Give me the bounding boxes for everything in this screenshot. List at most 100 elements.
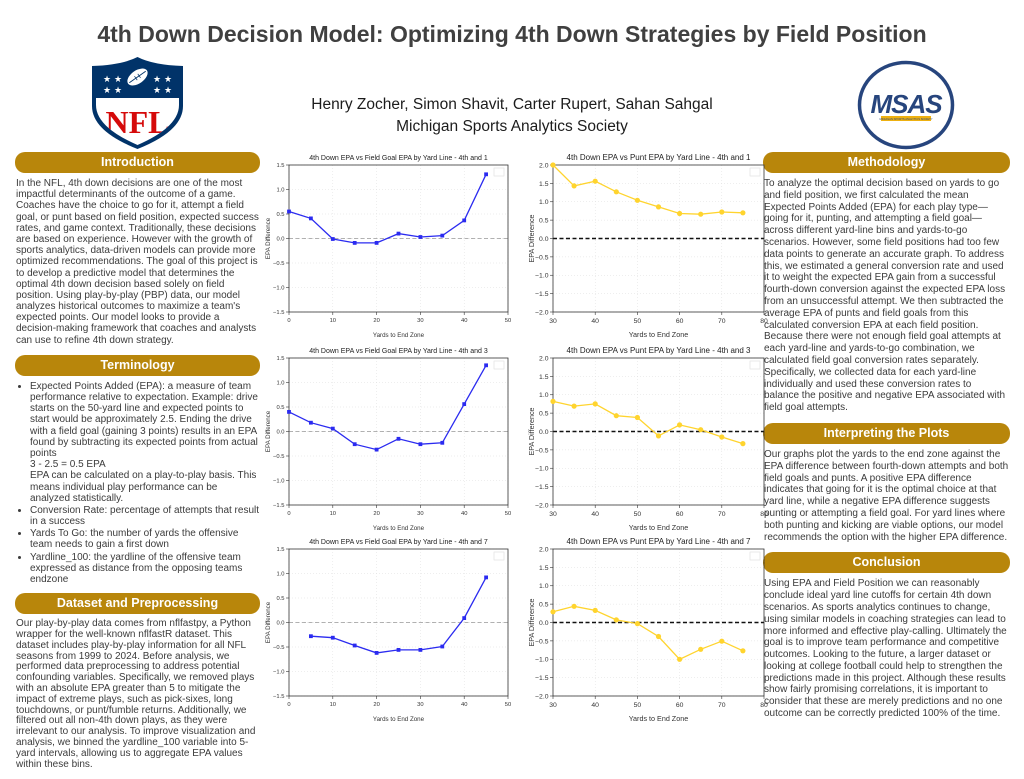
svg-text:0.0: 0.0: [276, 430, 284, 436]
svg-text:0.5: 0.5: [276, 405, 284, 411]
svg-text:1.0: 1.0: [276, 572, 284, 578]
chart-punt-4th-and-3: −2.0 −1.5 −1.0 −0.5 0.0 0.5 1.0 1.5 2.0 30 40 50 60 7…: [519, 343, 772, 533]
terminology-item-epa: Expected Points Added (EPA): a measure o…: [30, 381, 260, 504]
chart-punt-4th-and-7: −2.0 −1.5 −1.0 −0.5 0.0 0.5 1.0 1.5 2.0 30 40 50 60 7…: [519, 534, 772, 724]
svg-text:60: 60: [676, 511, 684, 518]
svg-text:−1.0: −1.0: [535, 657, 549, 664]
chart-field-goal-4th-and-7: −1.5 −1.0 −0.5 0.0 0.5 1.0 1.5 0 10 20 30 40 50 4th D…: [263, 534, 516, 724]
svg-text:50: 50: [505, 511, 511, 517]
svg-text:1.0: 1.0: [539, 392, 549, 399]
svg-text:20: 20: [373, 511, 379, 517]
svg-text:0.5: 0.5: [276, 596, 284, 602]
svg-text:0.0: 0.0: [276, 237, 284, 243]
svg-text:EPA Difference: EPA Difference: [527, 407, 536, 455]
svg-text:−1.5: −1.5: [535, 484, 549, 491]
nfl-shield-icon: ★ ★ ★ ★ ★ ★ ★ ★ NFL: [92, 57, 183, 149]
svg-text:−1.0: −1.0: [273, 479, 284, 485]
authors-block: Henry Zocher, Simon Shavit, Carter Ruper…: [262, 94, 762, 139]
svg-text:MICHIGAN SPORTS ANALYTICS SOCI: MICHIGAN SPORTS ANALYTICS SOCIETY: [879, 117, 932, 121]
svg-text:1.0: 1.0: [539, 583, 549, 590]
svg-text:EPA Difference: EPA Difference: [265, 217, 272, 259]
section-terminology: Terminology Expected Points Added (EPA):…: [15, 354, 260, 591]
svg-text:4th Down EPA vs Punt EPA by Ya: 4th Down EPA vs Punt EPA by Yard Line - …: [567, 346, 752, 355]
svg-text:★: ★: [103, 75, 111, 85]
svg-text:50: 50: [634, 318, 642, 325]
svg-text:40: 40: [461, 702, 467, 708]
terminology-list: Expected Points Added (EPA): a measure o…: [15, 381, 260, 585]
svg-text:10: 10: [330, 702, 336, 708]
svg-text:2.0: 2.0: [539, 355, 549, 362]
svg-text:1.0: 1.0: [276, 381, 284, 387]
svg-text:40: 40: [591, 511, 599, 518]
msas-circle-icon: MSAS MICHIGAN SPORTS ANALYTICS SOCIETY: [857, 60, 955, 150]
svg-text:1.0: 1.0: [276, 188, 284, 194]
svg-text:40: 40: [591, 318, 599, 325]
svg-text:−2.0: −2.0: [535, 502, 549, 509]
svg-text:1.5: 1.5: [539, 565, 549, 572]
section-body-methodology: To analyze the optimal decision based on…: [764, 178, 1006, 414]
chart-field-goal-4th-and-7-svg: −1.5 −1.0 −0.5 0.0 0.5 1.0 1.5 0 10 20 30 40 50 4th D…: [265, 539, 511, 723]
right-column: Methodology To analyze the optimal decis…: [763, 152, 1010, 729]
section-body-interpreting-the-plots: Our graphs plot the yards to the end zon…: [764, 448, 1009, 543]
svg-text:30: 30: [549, 702, 557, 709]
svg-text:★: ★: [164, 86, 172, 96]
poster-title: 4th Down Decision Model: Optimizing 4th …: [97, 21, 927, 47]
svg-text:40: 40: [461, 318, 467, 324]
section-body-dataset: Our play-by-play data comes from nflfast…: [16, 618, 256, 770]
svg-text:Yards to End Zone: Yards to End Zone: [629, 523, 688, 532]
svg-text:4th Down EPA vs Punt EPA by Ya: 4th Down EPA vs Punt EPA by Yard Line - …: [567, 537, 752, 546]
svg-text:70: 70: [718, 511, 726, 518]
svg-text:1.5: 1.5: [539, 374, 549, 381]
svg-text:50: 50: [634, 511, 642, 518]
svg-text:0.0: 0.0: [539, 236, 549, 243]
svg-text:40: 40: [591, 702, 599, 709]
svg-text:−2.0: −2.0: [535, 309, 549, 316]
chart-punt-4th-and-1-svg: −2.0 −1.5 −1.0 −0.5 0.0 0.5 1.0 1.5 2.0 30 40 50 60 7…: [527, 153, 768, 339]
svg-text:10: 10: [330, 318, 336, 324]
svg-text:−0.5: −0.5: [535, 447, 549, 454]
svg-text:20: 20: [373, 318, 379, 324]
terminology-item-yards-to-go: Yards To Go: the number of yards the off…: [30, 528, 260, 550]
svg-text:2.0: 2.0: [539, 546, 549, 553]
svg-text:−0.5: −0.5: [535, 638, 549, 645]
svg-text:0: 0: [287, 318, 290, 324]
svg-text:Yards to End Zone: Yards to End Zone: [373, 525, 425, 532]
svg-text:★: ★: [153, 86, 161, 96]
svg-text:Yards to End Zone: Yards to End Zone: [373, 716, 425, 723]
svg-text:2.0: 2.0: [539, 162, 549, 169]
svg-text:4th Down EPA vs Punt EPA by Ya: 4th Down EPA vs Punt EPA by Yard Line - …: [567, 153, 752, 162]
svg-text:EPA Difference: EPA Difference: [265, 601, 272, 643]
svg-text:4th Down EPA vs Field Goal EPA: 4th Down EPA vs Field Goal EPA by Yard L…: [309, 539, 488, 546]
svg-text:EPA Difference: EPA Difference: [527, 214, 536, 262]
svg-text:Yards to End Zone: Yards to End Zone: [373, 332, 425, 339]
svg-text:Yards to End Zone: Yards to End Zone: [629, 330, 688, 339]
svg-text:80: 80: [760, 511, 768, 518]
section-interpreting-the-plots: Interpreting the Plots Our graphs plot t…: [763, 422, 1010, 550]
svg-text:0.0: 0.0: [539, 429, 549, 436]
svg-text:0.5: 0.5: [276, 212, 284, 218]
svg-text:−1.0: −1.0: [535, 466, 549, 473]
svg-text:−0.5: −0.5: [273, 645, 284, 651]
svg-text:50: 50: [505, 702, 511, 708]
svg-text:60: 60: [676, 702, 684, 709]
svg-text:−0.5: −0.5: [273, 454, 284, 460]
svg-text:1.5: 1.5: [276, 547, 284, 553]
svg-text:−1.5: −1.5: [273, 694, 284, 700]
terminology-item-yardline-100: Yardline_100: the yardline of the offens…: [30, 552, 260, 586]
terminology-item-conversion-rate: Conversion Rate: percentage of attempts …: [30, 505, 260, 527]
svg-text:0.0: 0.0: [539, 620, 549, 627]
nfl-logo: ★ ★ ★ ★ ★ ★ ★ ★ NFL: [85, 56, 190, 150]
svg-text:10: 10: [330, 511, 336, 517]
svg-text:−1.5: −1.5: [535, 675, 549, 682]
section-conclusion: Conclusion Using EPA and Field Position …: [763, 552, 1010, 727]
chart-field-goal-4th-and-1-svg: −1.5 −1.0 −0.5 0.0 0.5 1.0 1.5 0 10 20 30 40 50 4th D…: [265, 155, 511, 339]
svg-text:EPA Difference: EPA Difference: [265, 410, 272, 452]
section-body-introduction: In the NFL, 4th down decisions are one o…: [16, 178, 259, 346]
chart-field-goal-4th-and-1: −1.5 −1.0 −0.5 0.0 0.5 1.0 1.5 0 10 20 30 40 50 4th D…: [263, 150, 516, 340]
svg-text:30: 30: [549, 318, 557, 325]
svg-text:−2.0: −2.0: [535, 693, 549, 700]
svg-text:60: 60: [676, 318, 684, 325]
svg-text:0.5: 0.5: [539, 411, 549, 418]
svg-text:30: 30: [417, 318, 423, 324]
svg-text:50: 50: [505, 318, 511, 324]
